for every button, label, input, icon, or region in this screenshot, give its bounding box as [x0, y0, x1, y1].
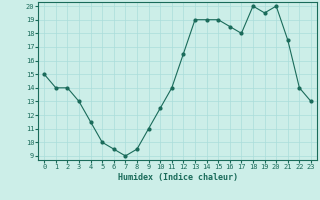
X-axis label: Humidex (Indice chaleur): Humidex (Indice chaleur): [118, 173, 238, 182]
